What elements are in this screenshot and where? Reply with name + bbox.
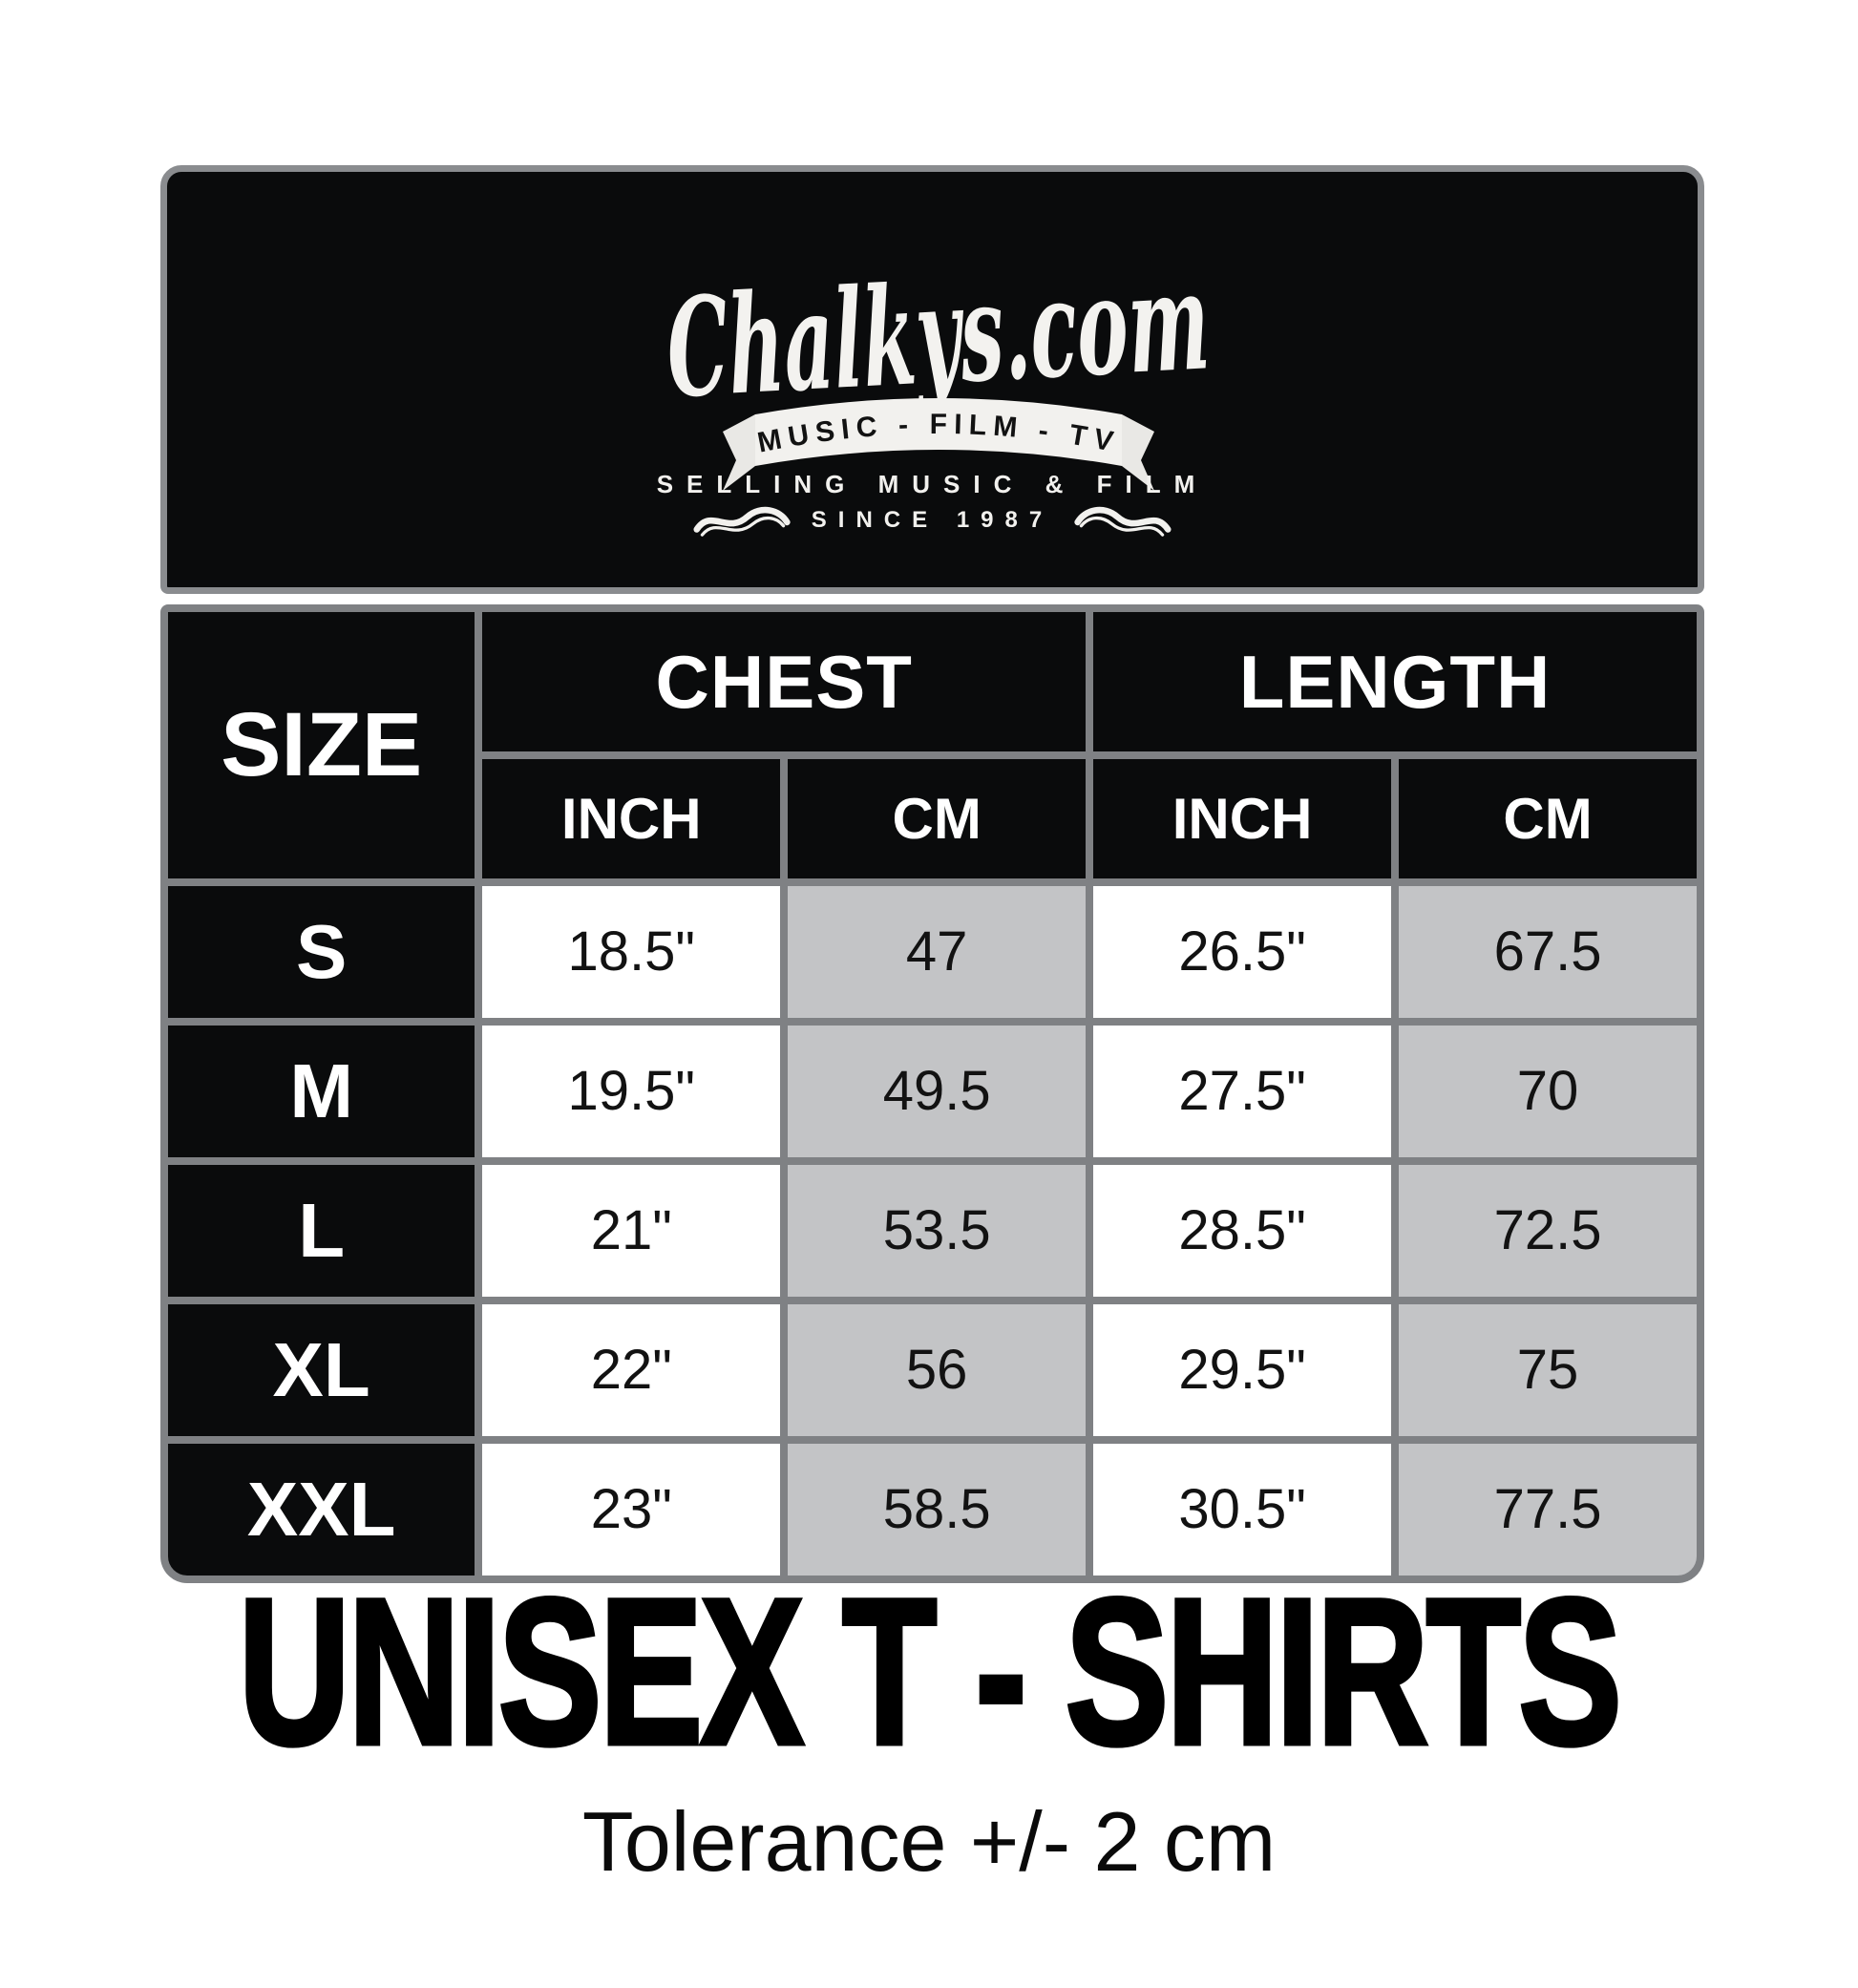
brand-logo-text: Chalkys.com	[663, 242, 1213, 428]
size-label: M	[168, 1026, 475, 1157]
length-cm-value: 70	[1399, 1026, 1697, 1157]
tolerance-note: Tolerance +/- 2 cm	[581, 1794, 1277, 1889]
length-cm-value: 75	[1399, 1304, 1697, 1436]
brand-header-panel: Chalkys.com MUSIC - FILM - TV SELLING MU…	[160, 165, 1704, 594]
flourish-left-icon	[693, 506, 791, 537]
chest-inch-header: INCH	[482, 759, 781, 878]
size-label: S	[168, 886, 475, 1018]
brand-tagline: SELLING MUSIC & FILM	[656, 470, 1209, 498]
chest-inch-value: 18.5"	[482, 886, 781, 1018]
length-cm-value: 72.5	[1399, 1165, 1697, 1297]
length-inch-value: 27.5"	[1093, 1026, 1392, 1157]
chest-cm-value: 53.5	[788, 1165, 1087, 1297]
since-text: SINCE 1987	[811, 507, 1054, 533]
size-column-header: SIZE	[168, 612, 475, 878]
length-inch-value: 29.5"	[1093, 1304, 1392, 1436]
length-inch-header: INCH	[1093, 759, 1392, 878]
size-label: XXL	[168, 1444, 475, 1576]
chest-group-header: CHEST	[482, 612, 1087, 751]
chest-inch-value: 22"	[482, 1304, 781, 1436]
length-inch-value: 26.5"	[1093, 886, 1392, 1018]
brand-logo: Chalkys.com	[663, 242, 1213, 428]
chest-inch-value: 19.5"	[482, 1026, 781, 1157]
ribbon-right-tail	[1122, 414, 1154, 491]
flourish-right-icon	[1074, 506, 1172, 537]
length-cm-value: 77.5	[1399, 1444, 1697, 1576]
chest-cm-value: 58.5	[788, 1444, 1087, 1576]
length-cm-header: CM	[1399, 759, 1697, 878]
ribbon-left-tail	[723, 414, 755, 491]
length-inch-value: 30.5"	[1093, 1444, 1392, 1576]
banner-ribbon: MUSIC - FILM - TV	[723, 398, 1154, 491]
ribbon-band	[755, 398, 1122, 466]
chest-cm-header: CM	[788, 759, 1087, 878]
chest-cm-value: 49.5	[788, 1026, 1087, 1157]
size-label: XL	[168, 1304, 475, 1436]
length-inch-value: 28.5"	[1093, 1165, 1392, 1297]
length-group-header: LENGTH	[1093, 612, 1697, 751]
chest-cm-value: 47	[788, 886, 1087, 1018]
chest-inch-value: 21"	[482, 1165, 781, 1297]
size-chart-table: SIZE CHEST LENGTH INCH CM INCH CM S 18.5…	[160, 604, 1704, 1583]
chest-inch-value: 23"	[482, 1444, 781, 1576]
product-title: UNISEX T - SHIRTS	[237, 1554, 1624, 1787]
size-label: L	[168, 1165, 475, 1297]
length-cm-value: 67.5	[1399, 886, 1697, 1018]
chest-cm-value: 56	[788, 1304, 1087, 1436]
since-row: SINCE 1987	[167, 502, 1698, 539]
